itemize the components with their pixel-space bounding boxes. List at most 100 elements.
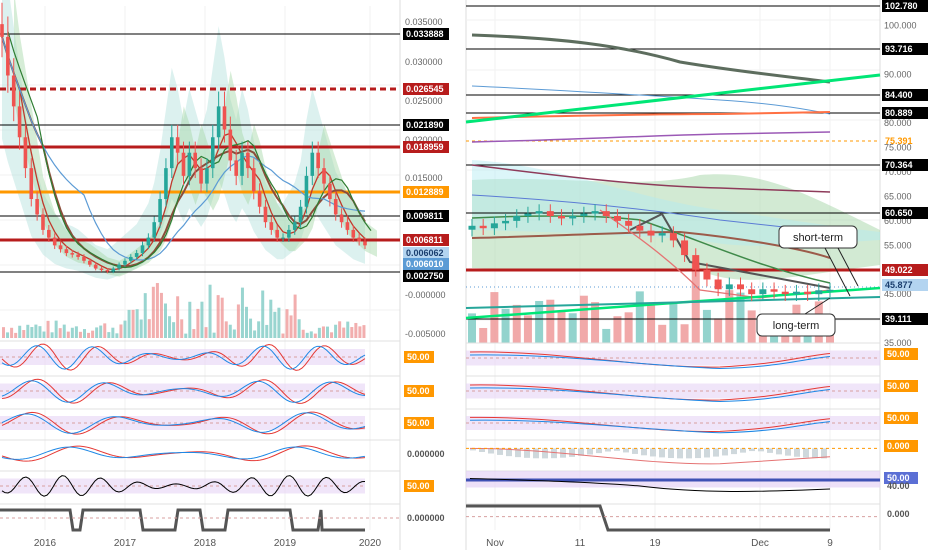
right-candle-body xyxy=(535,211,543,214)
left-volume-bar xyxy=(200,301,204,338)
left-candle-body xyxy=(187,152,192,176)
price-badge-text: 0.002750 xyxy=(406,271,444,281)
left-candle-body xyxy=(257,191,262,207)
right-histogram-bar xyxy=(542,448,548,459)
right-ind-label: 40.00 xyxy=(887,481,910,491)
left-volume-bar xyxy=(245,306,248,338)
left-candle-body xyxy=(17,106,22,138)
left-candle-body xyxy=(269,222,274,230)
left-volume-bar xyxy=(111,327,115,338)
right-histogram-bar xyxy=(650,448,656,457)
left-price-panel[interactable] xyxy=(0,0,400,338)
right-volume-bar xyxy=(725,290,734,343)
right-ind-label: 50.00 xyxy=(887,381,910,391)
price-badge xyxy=(403,186,449,198)
left-candle-body xyxy=(64,249,69,254)
right-histogram-bar xyxy=(605,448,611,452)
left-volume-bar xyxy=(139,319,143,338)
right-candle-body xyxy=(714,279,722,290)
price-badge-text: 102.780 xyxy=(885,1,918,11)
left-volume-bar xyxy=(30,327,34,338)
left-candle-body xyxy=(246,152,250,169)
price-badge xyxy=(882,313,928,325)
right-candle-body xyxy=(759,289,767,295)
right-candle-body xyxy=(815,290,823,295)
price-badge-text: 0.006811 xyxy=(406,235,443,245)
price-badge-text: 0.006062 xyxy=(406,248,444,258)
left-candle-body xyxy=(11,75,16,107)
right-candles xyxy=(468,204,834,301)
left-candle-body xyxy=(322,168,326,184)
left-volume-bar xyxy=(180,319,184,338)
right-candle-body xyxy=(613,216,621,221)
left-time-tick: 2018 xyxy=(194,538,217,549)
right-rsi-line xyxy=(469,478,831,492)
right-histogram-bar xyxy=(614,448,620,451)
right-volume-bar xyxy=(501,308,510,343)
left-volume-bar xyxy=(253,330,257,338)
left-volume-bar xyxy=(147,319,151,338)
right-histogram-bar xyxy=(632,448,638,454)
left-volume-bar xyxy=(91,330,95,338)
left-candle-body xyxy=(310,152,315,176)
left-candle-body xyxy=(281,237,285,239)
right-volume-bar xyxy=(635,291,644,343)
right-osc-blue xyxy=(469,419,831,434)
right-candle-body xyxy=(669,233,677,241)
left-volume-bar xyxy=(285,309,289,338)
left-candle-body xyxy=(351,229,356,238)
price-badge-text: 60.650 xyxy=(885,208,913,218)
right-volume-bar xyxy=(624,312,633,343)
left-cloud-area xyxy=(2,0,365,280)
right-histogram-bar xyxy=(587,448,593,455)
right-time-tick: Dec xyxy=(751,538,769,549)
right-price-panel[interactable]: short-term long-term xyxy=(465,5,881,343)
left-time-tick: 2017 xyxy=(114,538,137,549)
right-ind-badge xyxy=(884,472,918,484)
left-volume-bar xyxy=(123,320,127,338)
right-volume-bar xyxy=(669,303,678,343)
left-indicator-panes[interactable]: 50.00 50.00 50.00 0.000000 50.00 0.000000 xyxy=(0,340,445,532)
right-volume-bar xyxy=(512,304,521,343)
left-volume-bar xyxy=(143,293,147,338)
left-volume-bar xyxy=(99,325,103,338)
left-volume-bar xyxy=(321,326,325,338)
right-ind-badge xyxy=(884,412,918,424)
right-price-axis[interactable]: 100.000 90.000 80.000 75.000 70.000 65.000 60.… xyxy=(884,21,917,348)
right-candle-body xyxy=(792,291,800,295)
left-price-axis[interactable]: 0.035000 0.030000 0.025000 0.020000 0.015000… xyxy=(405,17,446,339)
right-candle-body xyxy=(636,225,644,231)
left-price-tick: -0.000000 xyxy=(405,290,446,300)
right-ma-purple xyxy=(471,131,831,143)
right-candle-body xyxy=(658,233,666,236)
left-volume-bar xyxy=(184,333,188,338)
left-volume-bar xyxy=(192,329,196,338)
price-badge-text: 0.009811 xyxy=(406,211,443,221)
left-volume-bar xyxy=(87,332,91,338)
long-term-label: long-term xyxy=(773,320,819,332)
right-osc-blue xyxy=(469,354,831,370)
right-histogram-bar xyxy=(533,448,539,459)
price-badge xyxy=(403,141,449,153)
price-badge xyxy=(403,258,449,270)
right-time-axis[interactable]: Nov 11 19 Dec 9 xyxy=(486,538,833,549)
left-time-axis[interactable]: 2016 2017 2018 2019 2020 xyxy=(34,538,382,549)
left-volume-bar xyxy=(277,307,281,338)
left-volume-bar xyxy=(330,332,334,338)
left-ind-badge xyxy=(404,385,434,397)
price-badge xyxy=(882,107,928,119)
left-candle-body xyxy=(287,229,291,238)
right-volume-bar xyxy=(736,292,745,343)
right-time-tick: 9 xyxy=(827,538,833,549)
left-volume-bar xyxy=(208,284,212,338)
left-volume-bar xyxy=(26,324,30,338)
right-volume-bar xyxy=(747,310,756,343)
left-ind-label: 50.00 xyxy=(407,418,430,428)
left-volume-bar xyxy=(281,333,285,338)
left-candle-body xyxy=(152,222,157,238)
left-price-tick: 0.015000 xyxy=(405,173,443,183)
left-candle-body xyxy=(129,256,133,261)
left-volume-bar xyxy=(50,332,54,338)
